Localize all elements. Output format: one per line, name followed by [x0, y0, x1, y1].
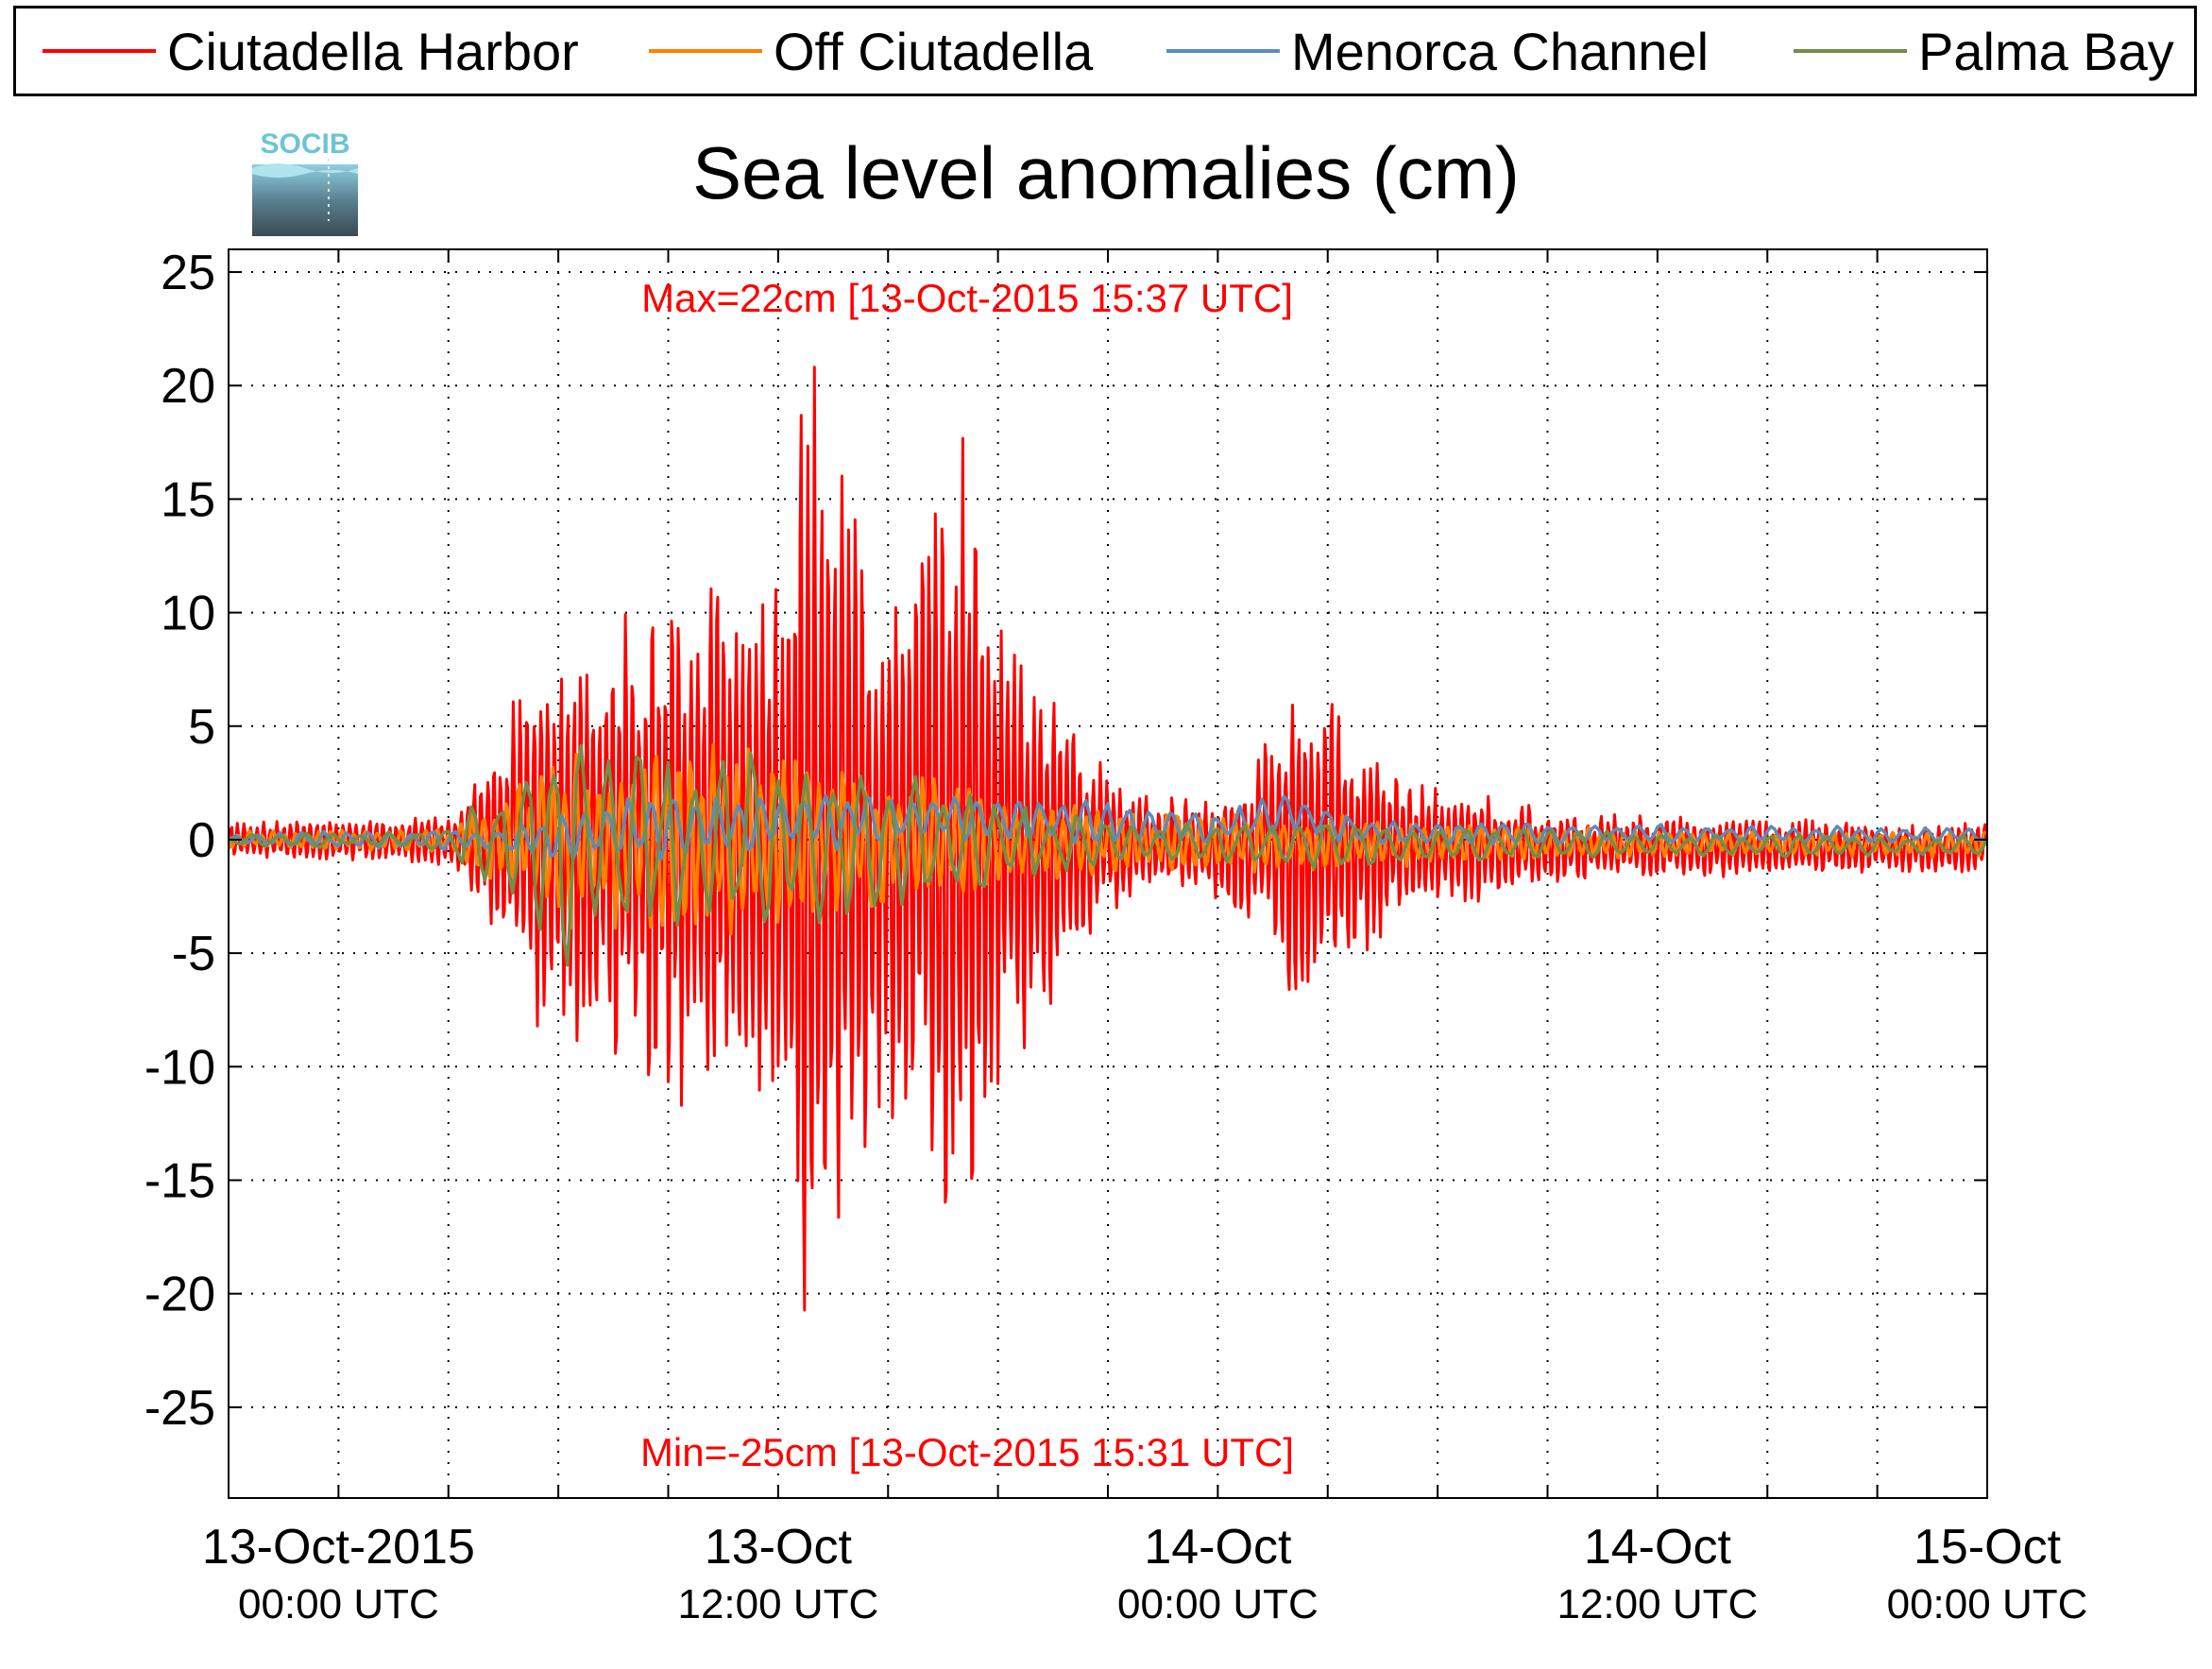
min-annotation: Min=-25cm [13-Oct-2015 15:31 UTC] — [640, 1430, 1294, 1474]
legend-label: Ciutadella Harbor — [167, 21, 579, 81]
x-tick-label: 14-Oct — [1584, 1520, 1732, 1575]
y-tick-label: -25 — [145, 1381, 215, 1436]
axis-ticks — [228, 249, 1988, 1498]
x-tick-sublabel: 12:00 UTC — [677, 1581, 878, 1627]
legend-label: Menorca Channel — [1291, 21, 1710, 81]
y-tick-label: -20 — [145, 1268, 215, 1322]
svg-text:SOCIB: SOCIB — [260, 128, 349, 160]
socib-logo: SOCIB — [252, 128, 358, 236]
legend-label: Off Ciutadella — [774, 21, 1094, 81]
x-tick-label: 15-Oct — [1914, 1520, 2062, 1575]
x-axis-tick-labels: 13-Oct-2015 00:00 UTC 13-Oct 12:00 UTC 14-Oc… — [202, 1520, 2088, 1627]
x-tick-sublabel: 00:00 UTC — [1117, 1581, 1319, 1627]
x-tick-label: 14-Oct — [1144, 1520, 1292, 1575]
x-tick-sublabel: 00:00 UTC — [238, 1581, 439, 1627]
y-tick-label: 25 — [161, 246, 215, 300]
chart-title: Sea level anomalies (cm) — [692, 131, 1520, 214]
y-axis-tick-labels: 25 20 15 10 5 0 -5 -10 -15 -20 -25 — [145, 246, 215, 1436]
y-tick-label: -5 — [172, 927, 215, 981]
x-tick-label: 13-Oct — [705, 1520, 853, 1575]
y-tick-label: 15 — [161, 472, 215, 527]
legend-swatch — [649, 49, 762, 53]
x-tick-sublabel: 00:00 UTC — [1887, 1581, 2088, 1627]
y-tick-label: 0 — [188, 813, 215, 868]
y-tick-label: 20 — [161, 359, 215, 414]
series-group — [229, 366, 1987, 1312]
y-tick-label: -15 — [145, 1153, 215, 1208]
legend-item-palma-bay: Palma Bay — [1794, 9, 2174, 94]
max-annotation: Max=22cm [13-Oct-2015 15:37 UTC] — [641, 276, 1293, 320]
x-tick-label: 13-Oct-2015 — [202, 1520, 475, 1575]
series-line-palma-bay — [229, 743, 1987, 967]
y-tick-label: 10 — [161, 587, 215, 641]
x-tick-sublabel: 12:00 UTC — [1557, 1581, 1758, 1627]
y-tick-label: -10 — [145, 1040, 215, 1095]
legend-item-menorca-channel: Menorca Channel — [1166, 9, 1709, 94]
legend-swatch — [1794, 49, 1907, 53]
legend-label: Palma Bay — [1918, 21, 2174, 81]
y-tick-label: 5 — [188, 700, 215, 755]
legend-item-off-ciutadella: Off Ciutadella — [649, 9, 1093, 94]
legend-swatch — [1166, 49, 1280, 53]
legend-item-ciutadella-harbor: Ciutadella Harbor — [43, 9, 579, 94]
legend: Ciutadella Harbor Off Ciutadella Menorca… — [13, 6, 2197, 96]
legend-swatch — [43, 49, 156, 53]
